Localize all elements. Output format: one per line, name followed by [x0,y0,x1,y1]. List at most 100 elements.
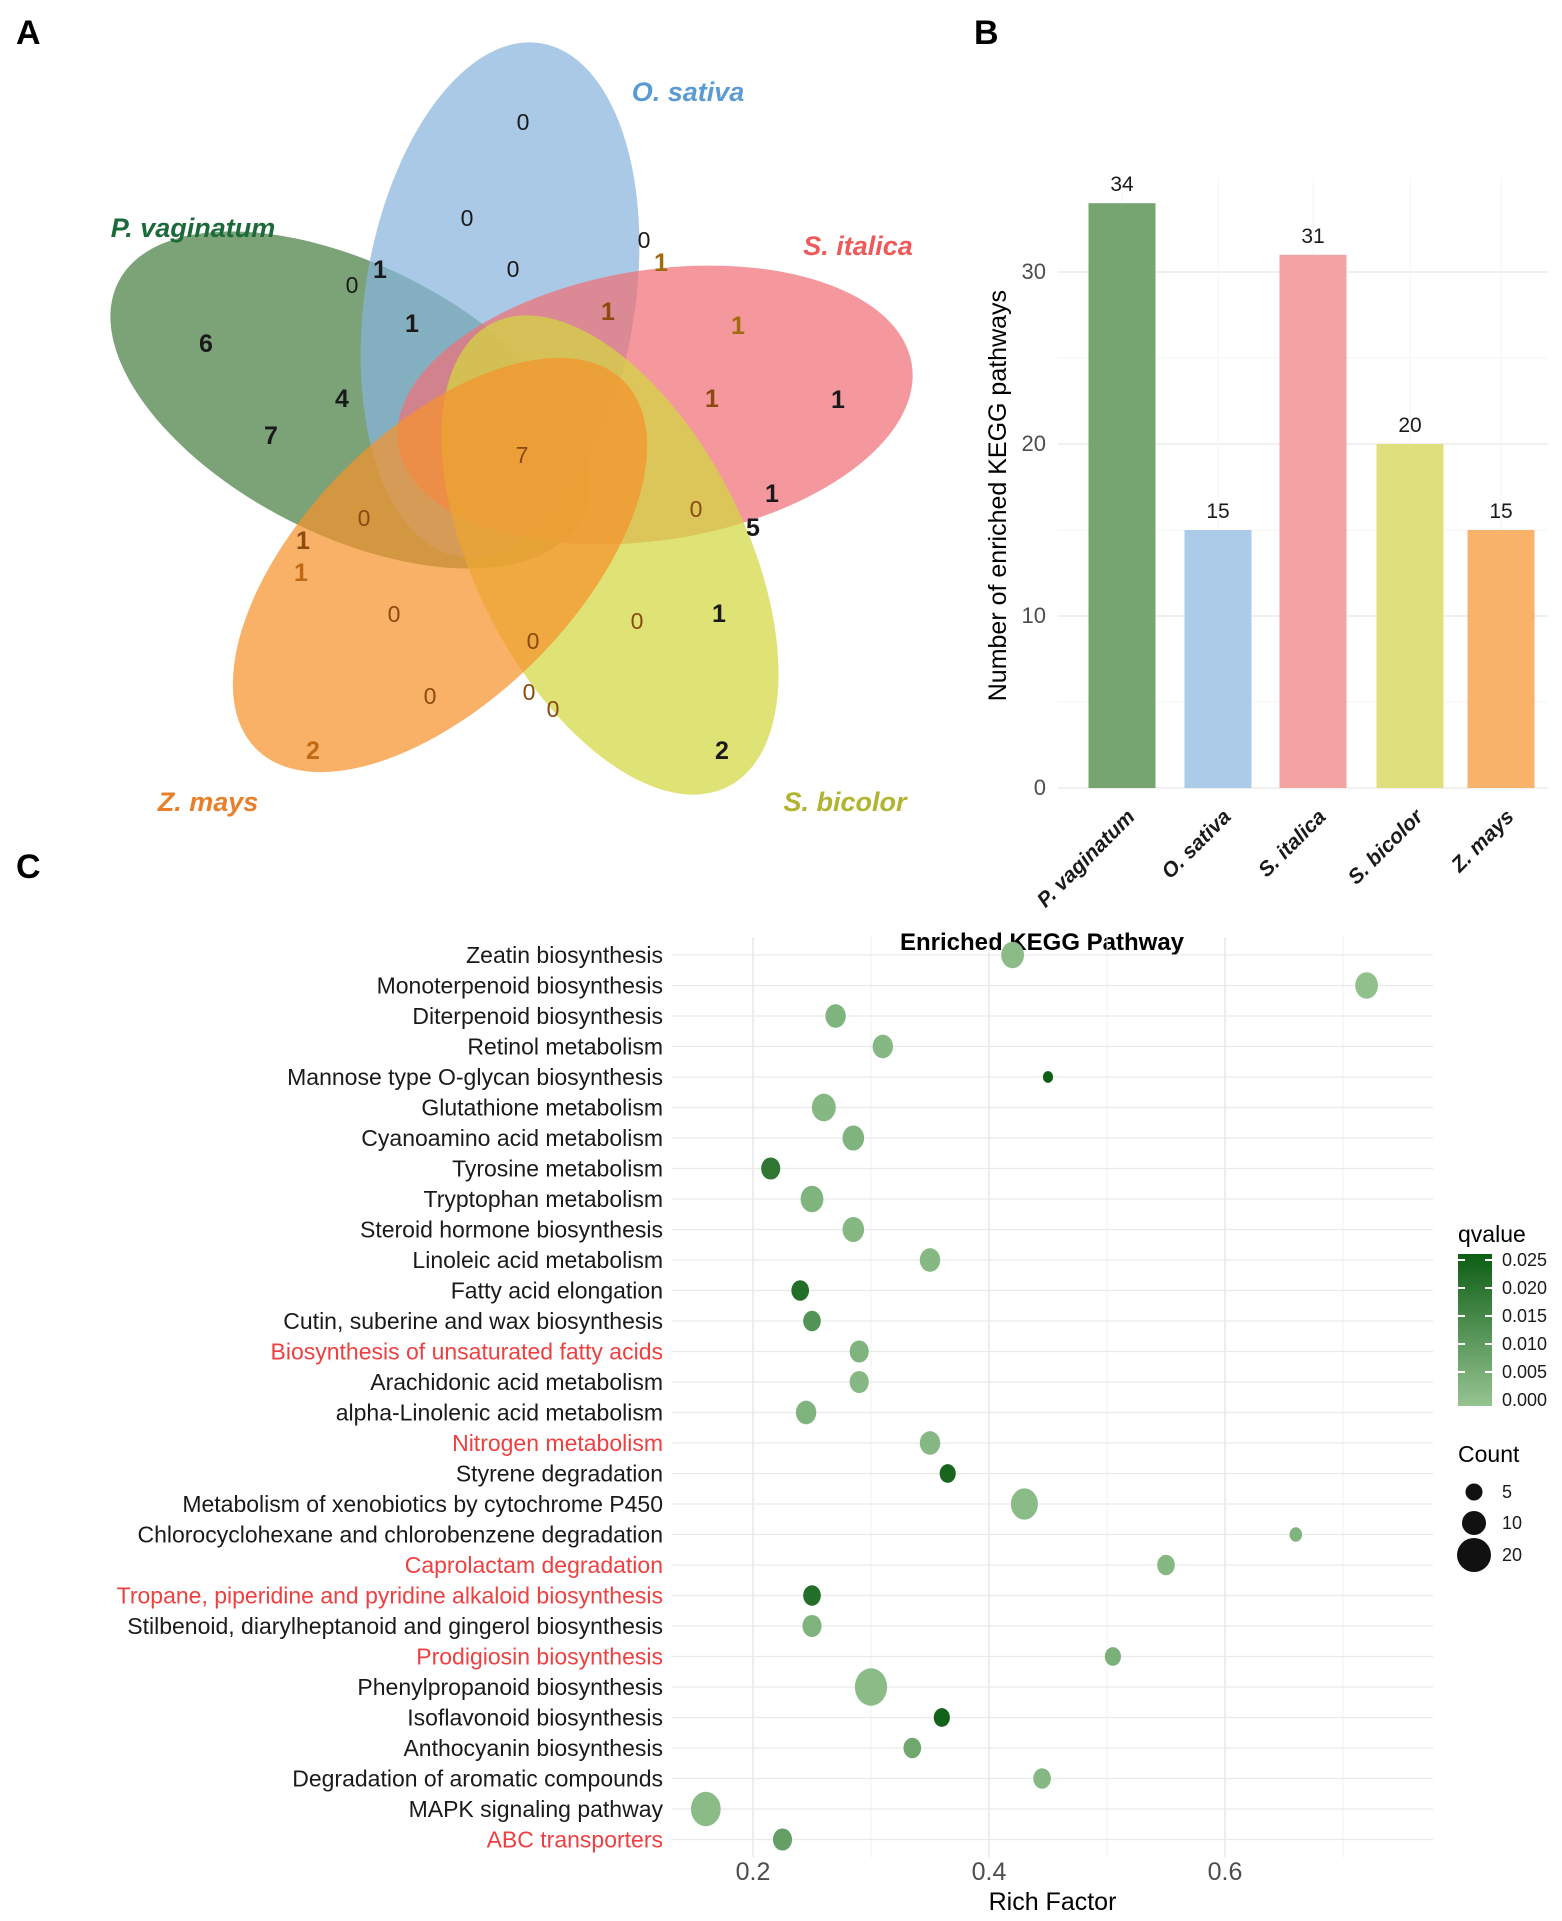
x-axis-title: Rich Factor [989,1888,1117,1916]
venn-set-label: Z. mays [157,787,259,817]
y-tick-label: 10 [1022,603,1046,628]
pathway-label: Linoleic acid metabolism [412,1247,663,1273]
venn-count-label: 0 [346,272,359,298]
y-tick-label: 0 [1034,775,1046,800]
legend-count-label: 10 [1502,1513,1522,1533]
venn-count-label: 1 [731,312,745,340]
pathway-label: alpha-Linolenic acid metabolism [336,1400,663,1426]
legend-count-dot [1461,1510,1487,1536]
data-dot [1355,972,1379,999]
pathway-label: Tryptophan metabolism [424,1186,663,1212]
panel-a-label: A [16,14,41,52]
chart-title: Enriched KEGG Pathway [900,929,1185,956]
data-dot [919,1248,941,1272]
legend-qvalue-tick-label: 0.025 [1502,1250,1547,1270]
data-dot [761,1157,781,1180]
bar-value-label: 31 [1301,225,1324,248]
pathway-label: Mannose type O-glycan biosynthesis [287,1064,663,1090]
venn-count-label: 1 [294,559,308,587]
x-tick-label: 0.2 [736,1858,771,1886]
venn-count-label: 0 [424,683,437,709]
pathway-label: Phenylpropanoid biosynthesis [357,1674,663,1700]
data-dot [1033,1768,1051,1789]
legend-count-label: 20 [1502,1545,1522,1565]
legend-count-dot [1457,1538,1491,1572]
pathway-label: Nitrogen metabolism [452,1430,663,1456]
dot-plot-panel: Enriched KEGG Pathway Zeatin biosynthesis… [117,929,1547,1916]
pathway-label: Fatty acid elongation [451,1278,663,1304]
data-dot [842,1125,865,1151]
pathway-label: Biosynthesis of unsaturated fatty acids [271,1339,664,1365]
bar-s--bicolor [1376,444,1444,788]
venn-set-label: P. vaginatum [111,213,276,243]
x-tick-label: P. vaginatum [1033,805,1140,912]
data-dot [803,1585,821,1606]
venn-count-label: 1 [712,600,726,628]
y-tick-label: 20 [1022,431,1046,456]
data-dot [1104,1647,1121,1666]
y-tick-label: 30 [1022,259,1046,284]
pathway-label: Arachidonic acid metabolism [370,1369,663,1395]
bar-value-label: 15 [1489,500,1512,523]
data-dot [1289,1527,1303,1542]
pathway-label: Caprolactam degradation [405,1552,663,1578]
pathway-label: Degradation of aromatic compounds [292,1766,663,1792]
venn-count-label: 1 [601,298,615,326]
pathway-label: Tyrosine metabolism [452,1156,663,1182]
data-dot [803,1310,821,1332]
venn-count-label: 0 [547,696,560,722]
data-dot [849,1370,869,1394]
pathway-label: Isoflavonoid biosynthesis [407,1705,663,1731]
venn-count-label: 2 [306,737,320,765]
venn-count-label: 0 [631,608,644,634]
pathway-label: Diterpenoid biosynthesis [412,1003,663,1029]
data-dot [800,1185,824,1213]
venn-count-label: 1 [296,527,310,555]
bar-p--vaginatum [1088,203,1156,788]
pathway-label: Styrene degradation [456,1461,663,1487]
data-dot [872,1034,894,1059]
data-dot [772,1828,793,1851]
legend-count-title: Count [1458,1441,1520,1467]
data-dot [939,1464,956,1483]
pathway-label: Prodigiosin biosynthesis [416,1644,663,1670]
data-dot [791,1280,810,1301]
bar-o--sativa [1184,530,1252,788]
data-dot [1001,941,1025,969]
venn-count-label: 6 [199,330,213,358]
venn-count-label: 1 [373,256,387,284]
legend-gradient-bar [1458,1254,1492,1406]
data-dot [795,1400,817,1425]
bar-value-label: 15 [1206,500,1229,523]
bar-z--mays [1467,530,1535,788]
pathway-label: ABC transporters [487,1827,663,1853]
venn-count-label: 0 [523,679,536,705]
x-tick-label: 0.4 [972,1858,1007,1886]
venn-count-label: 4 [335,385,349,413]
legend-count-dot [1465,1483,1483,1501]
data-dot [919,1431,941,1455]
data-dot [802,1614,822,1638]
pathway-label: Steroid hormone biosynthesis [360,1217,663,1243]
pathway-label: Monoterpenoid biosynthesis [377,973,663,999]
panel-b-label: B [974,14,999,52]
pathway-label: MAPK signaling pathway [409,1796,664,1822]
data-dot [690,1791,721,1827]
venn-count-label: 0 [358,505,371,531]
data-dot [849,1340,869,1363]
venn-count-label: 1 [705,385,719,413]
venn-count-label: 5 [746,514,760,542]
venn-count-label: 1 [831,386,845,414]
pathway-label: Glutathione metabolism [421,1095,663,1121]
data-dot [811,1093,836,1122]
data-dot [1157,1554,1175,1576]
venn-set-label: O. sativa [632,77,745,107]
data-dot [854,1668,888,1706]
pathway-label: Zeatin biosynthesis [466,942,663,968]
data-dot [842,1216,865,1243]
legend-qvalue-tick-label: 0.000 [1502,1390,1547,1410]
data-dot [933,1708,950,1727]
venn-count-label: 0 [461,205,474,231]
